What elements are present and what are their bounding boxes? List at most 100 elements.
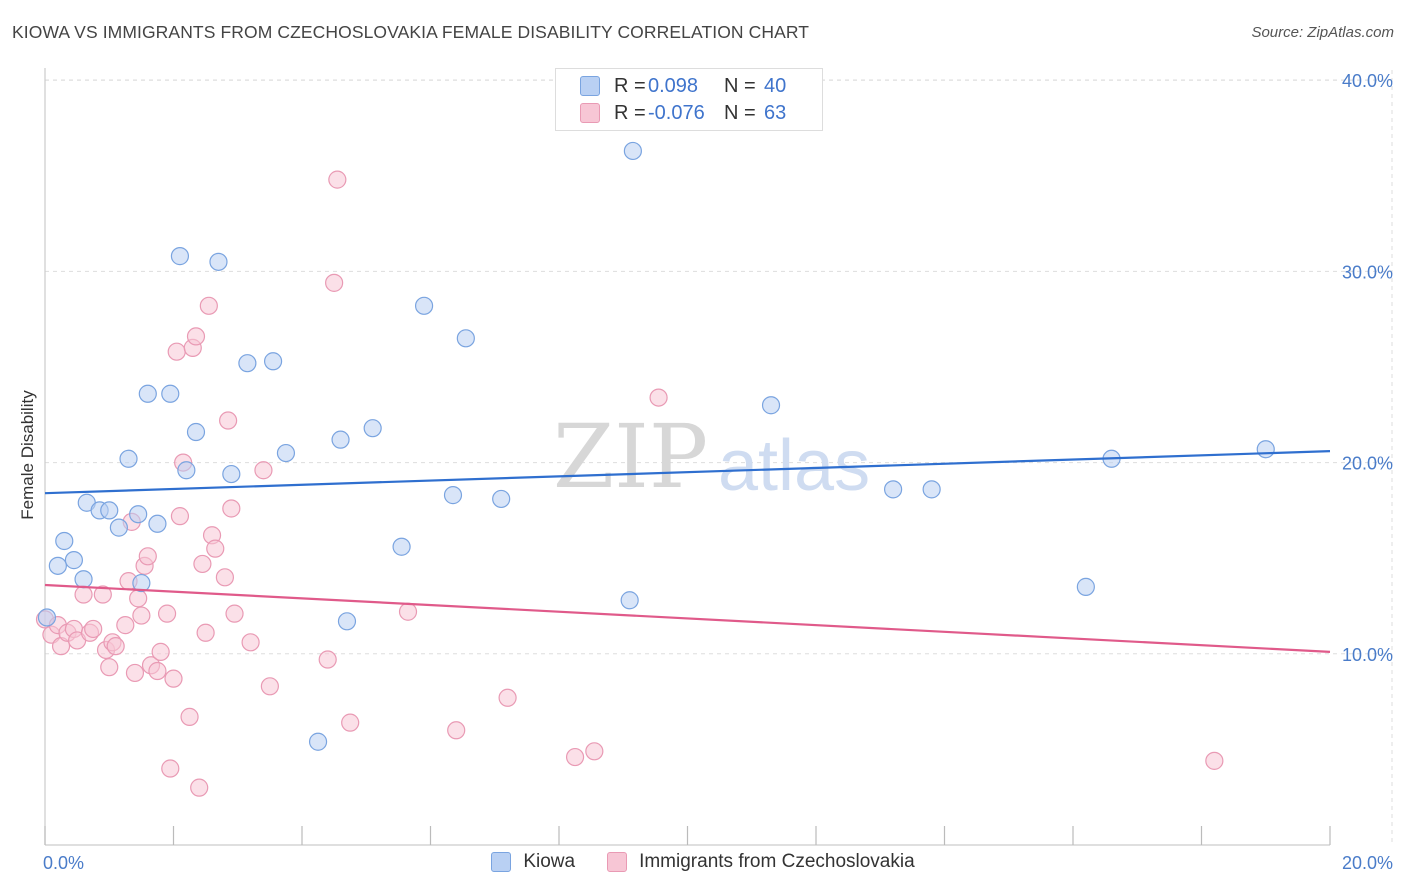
czech-point: [585, 742, 604, 761]
kiowa-point: [55, 531, 74, 551]
czech-point: [318, 650, 337, 669]
czech-points: [35, 170, 1224, 797]
r-value: -0.076: [648, 101, 705, 124]
gridlines: [45, 70, 1393, 845]
n-label: N =: [724, 101, 756, 124]
y-tick-label: 20.0%: [1342, 454, 1393, 474]
legend-row-kiowa: R = 0.098 N = 40: [556, 73, 786, 99]
r-label: R =: [614, 74, 646, 97]
czech-point: [106, 637, 125, 656]
czech-swatch: [607, 852, 628, 872]
legend-row-czech: R = -0.076 N = 63: [556, 100, 786, 126]
correlation-legend: R = 0.098 N = 40 R = -0.076 N = 63: [555, 68, 823, 131]
legend-label: Kiowa: [523, 851, 576, 872]
kiowa-point: [48, 556, 67, 575]
czech-point: [196, 623, 215, 642]
czech-point: [125, 663, 145, 683]
kiowa-point: [492, 489, 511, 509]
n-value: 40: [764, 74, 787, 97]
r-value: 0.098: [648, 74, 699, 97]
czech-point: [398, 602, 418, 621]
czech-point: [328, 170, 347, 189]
czech-point: [132, 606, 151, 625]
czech-point: [222, 499, 241, 518]
kiowa-point: [170, 247, 190, 266]
kiowa-point: [138, 384, 157, 403]
kiowa-point: [456, 329, 475, 348]
czech-point: [148, 661, 167, 681]
czech-point: [225, 604, 244, 623]
series-legend: Kiowa Immigrants from Czechoslovakia: [0, 851, 1406, 873]
kiowa-point: [177, 461, 196, 480]
kiowa-point: [148, 514, 167, 533]
kiowa-point: [209, 252, 228, 271]
czech-point: [260, 677, 279, 696]
kiowa-point: [392, 537, 411, 556]
czech-point: [74, 585, 93, 604]
watermark-zip: ZIP: [553, 405, 708, 508]
kiowa-point: [74, 570, 93, 589]
kiowa-point: [331, 430, 350, 449]
kiowa-point: [761, 396, 781, 415]
czech-point: [129, 589, 148, 608]
kiowa-point: [238, 354, 257, 373]
x-tick-label: 20.0%: [1342, 853, 1393, 873]
kiowa-point: [100, 501, 119, 520]
legend-label: Immigrants from Czechoslovakia: [639, 851, 915, 872]
kiowa-point: [161, 384, 180, 403]
tick-labels: 10.0% 20.0% 30.0% 40.0% 0.0% 20.0%: [43, 71, 1393, 873]
watermark: ZIP atlas: [553, 405, 870, 508]
czech-point: [325, 273, 344, 292]
kiowa-point: [308, 732, 328, 751]
czech-point: [186, 327, 206, 346]
y-tick-label: 10.0%: [1342, 645, 1393, 665]
czech-point: [447, 721, 466, 740]
legend-item-kiowa: Kiowa: [491, 851, 575, 873]
czech-point: [100, 658, 119, 677]
chart-title: KIOWA VS IMMIGRANTS FROM CZECHOSLOVAKIA …: [12, 22, 810, 42]
kiowa-point: [132, 573, 151, 593]
kiowa-point: [1256, 440, 1275, 459]
czech-point: [1205, 751, 1224, 770]
kiowa-point: [186, 422, 206, 442]
kiowa-point: [620, 591, 639, 610]
czech-point: [164, 669, 183, 688]
czech-point: [180, 707, 199, 726]
czech-point: [254, 461, 273, 480]
n-label: N =: [724, 74, 756, 97]
kiowa-point: [64, 551, 84, 570]
kiowa-point: [129, 505, 148, 524]
czech-swatch: [580, 103, 600, 123]
czech-point: [241, 633, 260, 652]
legend-item-czech: Immigrants from Czechoslovakia: [607, 851, 915, 873]
czech-point: [215, 568, 234, 587]
y-tick-label: 40.0%: [1342, 71, 1393, 91]
axes: [44, 68, 1331, 846]
czech-point: [138, 547, 157, 566]
kiowa-point: [883, 480, 903, 499]
czech-point: [341, 713, 360, 732]
czech-point: [206, 539, 225, 558]
kiowa-swatch: [580, 76, 600, 96]
czech-point: [565, 747, 585, 767]
kiowa-point: [414, 296, 434, 315]
czech-trend-line: [44, 583, 1331, 653]
kiowa-point: [119, 449, 138, 468]
kiowa-point: [623, 141, 642, 161]
czech-point: [498, 688, 517, 707]
czech-point: [219, 411, 238, 430]
czech-point: [116, 616, 135, 635]
czech-point: [193, 554, 212, 574]
kiowa-point: [276, 443, 296, 463]
kiowa-point: [922, 480, 941, 499]
trend-lines: [44, 450, 1331, 653]
czech-point: [93, 585, 112, 604]
kiowa-point: [337, 612, 357, 631]
kiowa-point: [263, 352, 283, 371]
kiowa-trend-line: [44, 450, 1331, 495]
czech-point: [157, 604, 177, 623]
czech-point: [84, 619, 103, 639]
y-tick-label: 30.0%: [1342, 262, 1393, 282]
czech-point: [161, 759, 180, 778]
